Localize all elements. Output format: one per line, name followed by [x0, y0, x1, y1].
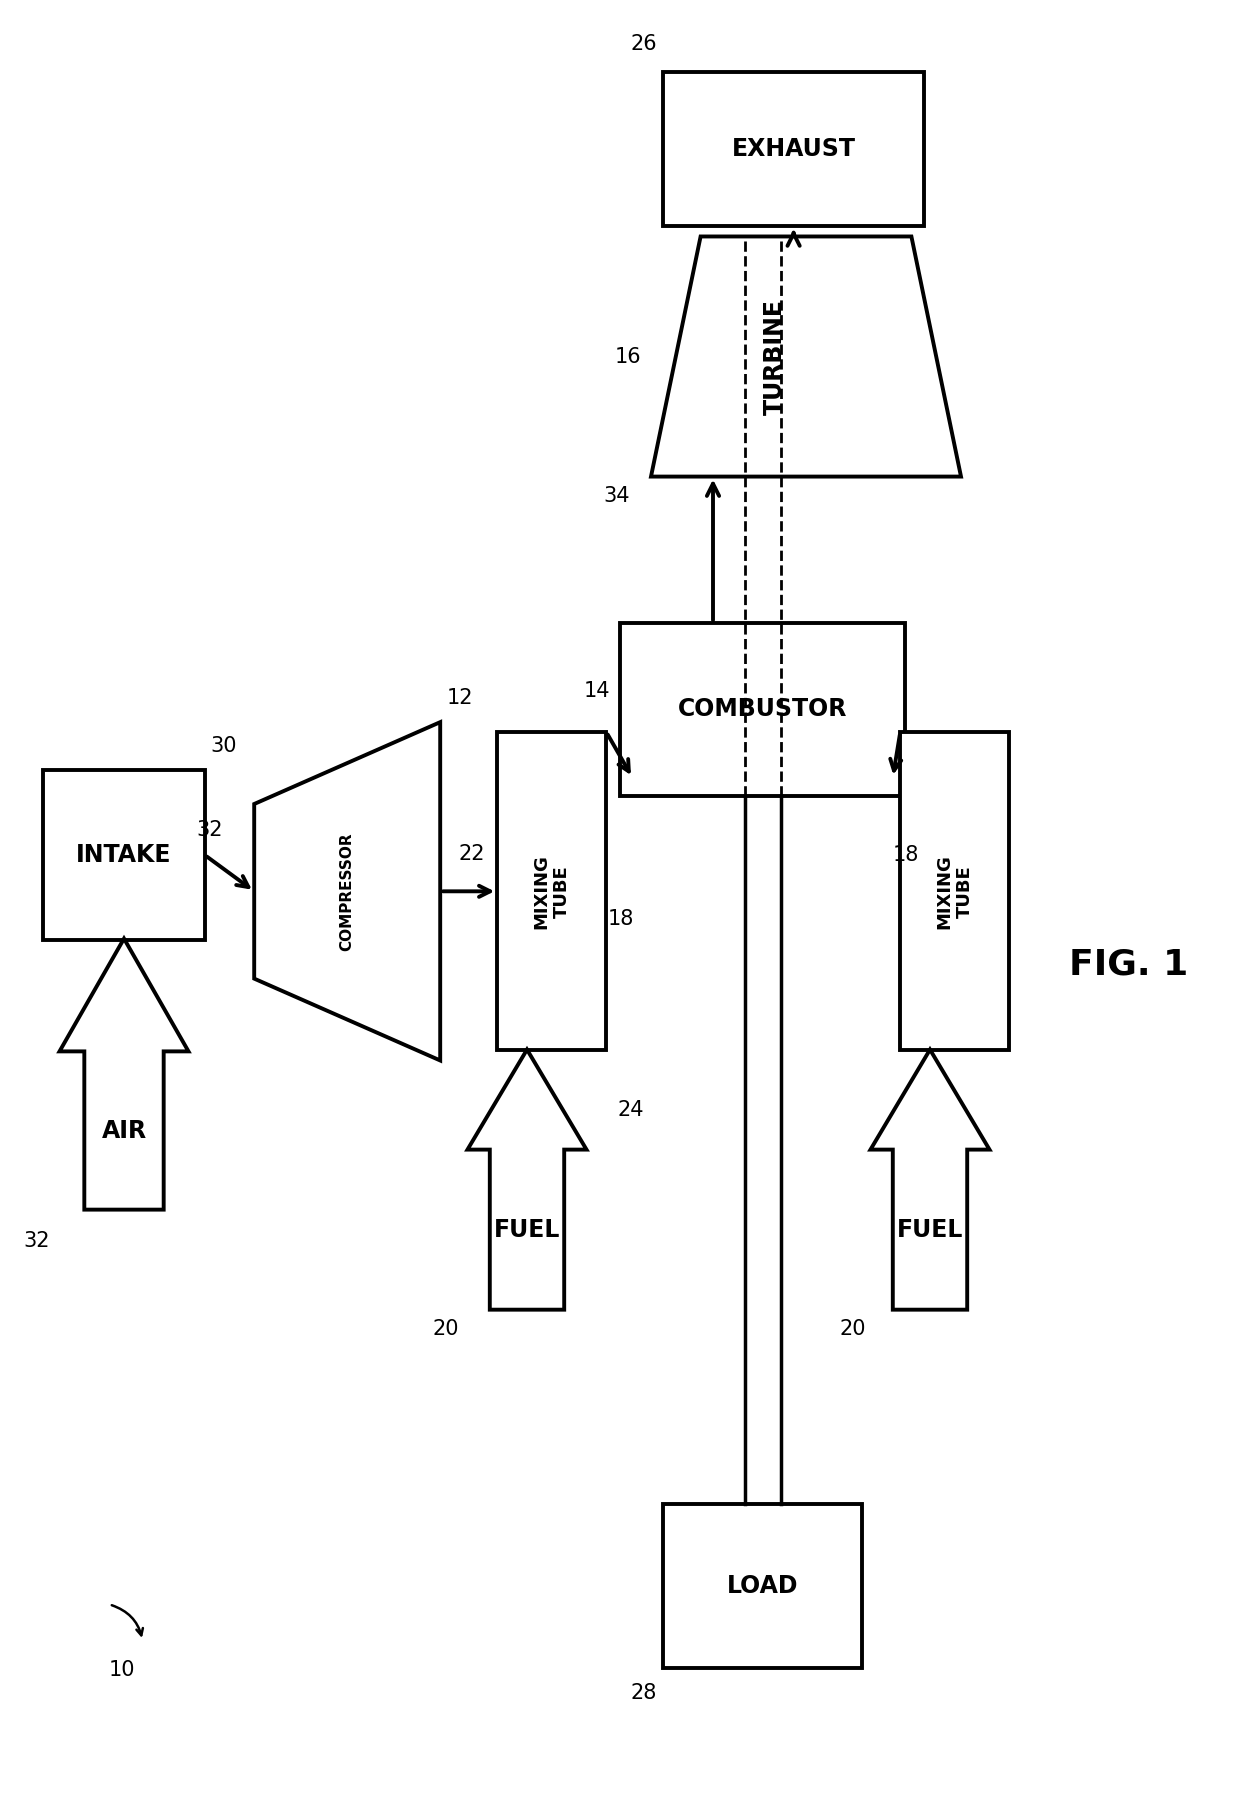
Text: 30: 30 — [211, 737, 237, 757]
Text: 32: 32 — [24, 1231, 50, 1251]
Text: FUEL: FUEL — [494, 1217, 560, 1242]
Text: 12: 12 — [446, 688, 472, 708]
Bar — [663, 71, 924, 227]
Text: 28: 28 — [631, 1683, 657, 1703]
Text: 20: 20 — [433, 1319, 459, 1339]
Bar — [620, 622, 905, 797]
Text: FIG. 1: FIG. 1 — [1069, 948, 1188, 980]
Bar — [43, 771, 205, 939]
Text: 16: 16 — [615, 347, 641, 366]
Text: MIXING
TUBE: MIXING TUBE — [935, 853, 975, 930]
Text: 10: 10 — [108, 1661, 135, 1679]
Bar — [900, 733, 1009, 1051]
Text: 20: 20 — [839, 1319, 866, 1339]
Text: TURBINE: TURBINE — [763, 298, 787, 415]
Text: COMBUSTOR: COMBUSTOR — [678, 697, 847, 722]
Text: 34: 34 — [604, 486, 630, 506]
Polygon shape — [467, 1050, 587, 1310]
Text: LOAD: LOAD — [727, 1573, 799, 1599]
Text: 22: 22 — [459, 844, 485, 864]
Text: INTAKE: INTAKE — [76, 842, 172, 868]
Bar — [497, 733, 606, 1051]
Text: 18: 18 — [608, 910, 634, 928]
Text: 14: 14 — [584, 682, 610, 700]
Polygon shape — [254, 722, 440, 1060]
Bar — [663, 1504, 862, 1668]
Text: EXHAUST: EXHAUST — [732, 136, 856, 162]
Text: FUEL: FUEL — [897, 1217, 963, 1242]
Polygon shape — [651, 236, 961, 477]
Text: 18: 18 — [893, 846, 919, 864]
Text: AIR: AIR — [102, 1119, 146, 1142]
Text: 32: 32 — [196, 820, 222, 840]
Polygon shape — [870, 1050, 990, 1310]
Polygon shape — [60, 939, 188, 1210]
Text: COMPRESSOR: COMPRESSOR — [340, 831, 355, 951]
Text: MIXING
TUBE: MIXING TUBE — [532, 853, 572, 930]
Text: 24: 24 — [618, 1100, 644, 1119]
Text: 26: 26 — [631, 35, 657, 53]
